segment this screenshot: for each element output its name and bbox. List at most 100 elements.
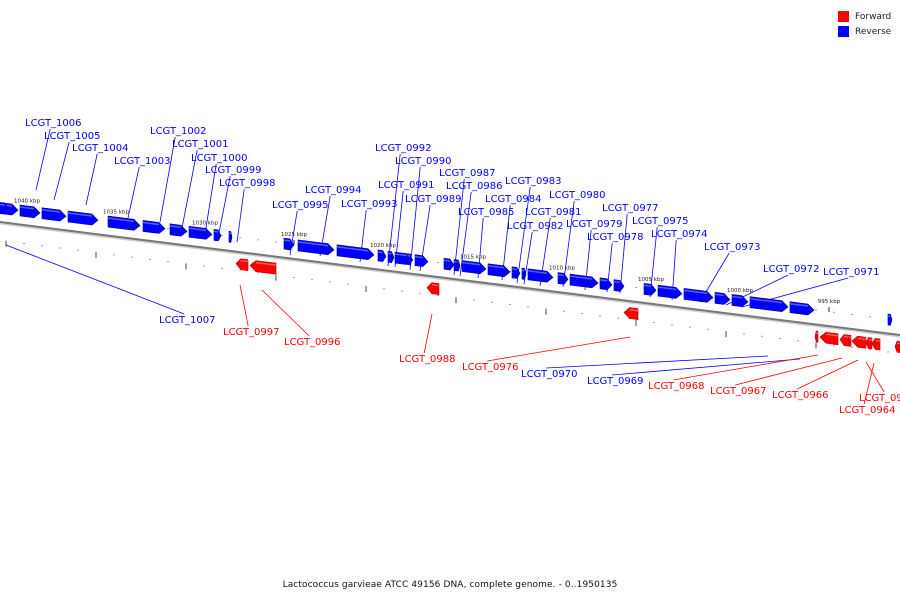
gene-arrow: [142, 220, 166, 234]
gene-arrow: [41, 207, 67, 222]
gene-arrow-fragment: [453, 259, 459, 272]
leader-line: [181, 149, 198, 229]
gene-label[interactable]: LCGT_0995: [272, 200, 329, 211]
gene-arrow: [249, 260, 277, 275]
gene-label[interactable]: LCGT_0996: [284, 337, 341, 348]
leader-line: [612, 358, 801, 376]
gene-label[interactable]: LCGT_0980: [549, 190, 606, 201]
gene-arrow-highlight: [569, 275, 593, 280]
gene-label[interactable]: LCGT_0965: [859, 393, 900, 404]
tick-label: 1000 kbp: [727, 288, 753, 294]
gene-arrow: [865, 337, 873, 350]
gene-arrow: [511, 266, 521, 279]
gene-label[interactable]: LCGT_0970: [521, 369, 578, 380]
gene-arrow-highlight: [789, 302, 809, 307]
legend: Forward Reverse: [838, 9, 891, 39]
gene-label[interactable]: LCGT_0994: [305, 185, 362, 196]
gene-arrow-highlight: [107, 217, 135, 223]
gene-label[interactable]: LCGT_0967: [710, 386, 767, 397]
gene-label[interactable]: LCGT_0966: [772, 390, 829, 401]
gene-label[interactable]: LCGT_1005: [44, 131, 101, 142]
gene-arrow-highlight: [377, 251, 383, 254]
tick-label: 1040 kbp: [14, 198, 40, 204]
gene-arrow-highlight: [213, 230, 219, 233]
gene-label[interactable]: LCGT_1001: [172, 139, 229, 150]
gene-label[interactable]: LCGT_0998: [219, 178, 276, 189]
gene-arrow-highlight: [657, 286, 677, 291]
leader-line: [53, 141, 70, 201]
tick-label: 1020 kbp: [370, 243, 396, 249]
gene-arrow-highlight: [443, 259, 451, 262]
gene-label[interactable]: LCGT_0969: [587, 376, 644, 387]
gene-arrow: [19, 204, 41, 219]
gene-label[interactable]: LCGT_1006: [25, 118, 82, 129]
gene-label[interactable]: LCGT_0990: [395, 156, 452, 167]
gene-arrow-highlight: [557, 273, 565, 277]
gene-arrow-fragment: [814, 330, 819, 343]
gene-labels: LCGT_1006LCGT_1005LCGT_1004LCGT_1003LCGT…: [25, 118, 900, 416]
gene-label[interactable]: LCGT_0986: [446, 181, 503, 192]
tick-label: 1015 kbp: [460, 254, 486, 260]
reverse-swatch: [838, 26, 849, 37]
gene-label[interactable]: LCGT_0964: [839, 405, 896, 416]
gene-label[interactable]: LCGT_0974: [651, 229, 708, 240]
gene-arrow-highlight: [283, 239, 291, 242]
gene-arrow: [871, 338, 881, 351]
gene-label[interactable]: LCGT_0993: [341, 199, 398, 210]
gene-label[interactable]: LCGT_0976: [462, 362, 519, 373]
legend-forward-label: Forward: [855, 11, 892, 22]
gene-arrow-highlight: [487, 265, 505, 269]
gene-label[interactable]: LCGT_0999: [205, 165, 262, 176]
gene-arrow-highlight: [599, 279, 608, 282]
gene-label[interactable]: LCGT_0979: [566, 219, 623, 230]
backbone-shadow: [0, 222, 900, 338]
gene-arrow: [527, 268, 554, 283]
gene-arrows: [0, 202, 900, 353]
gene-arrow-highlight: [683, 289, 708, 295]
gene-label[interactable]: LCGT_0989: [405, 194, 462, 205]
gene-arrow-highlight: [67, 212, 93, 217]
gene-label[interactable]: LCGT_0981: [525, 207, 582, 218]
gene-label[interactable]: LCGT_0983: [505, 176, 562, 187]
leader-line: [673, 354, 819, 381]
gene-label[interactable]: LCGT_0982: [507, 221, 564, 232]
gene-arrow: [107, 215, 141, 231]
gene-arrow: [235, 258, 249, 271]
gene-label[interactable]: LCGT_1000: [191, 153, 248, 164]
gene-label[interactable]: LCGT_0988: [399, 354, 456, 365]
gene-label[interactable]: LCGT_1007: [159, 315, 216, 326]
gene-arrow: [377, 249, 387, 262]
gene-label[interactable]: LCGT_1003: [114, 156, 171, 167]
gene-label[interactable]: LCGT_0978: [587, 232, 644, 243]
gene-label[interactable]: LCGT_0985: [458, 207, 515, 218]
gene-arrow-fragment: [0, 202, 9, 215]
backbone-line: [0, 221, 900, 337]
leader-line: [217, 175, 231, 239]
gene-label[interactable]: LCGT_0977: [602, 203, 659, 214]
leader-line: [261, 289, 310, 337]
gene-arrow: [819, 331, 839, 346]
gene-arrow: [426, 282, 440, 295]
leader-line: [423, 313, 433, 354]
gene-arrow: [336, 244, 375, 261]
gene-label[interactable]: LCGT_0997: [223, 327, 280, 338]
gene-label[interactable]: LCGT_0984: [485, 194, 542, 205]
gene-label[interactable]: LCGT_0975: [632, 216, 689, 227]
gene-arrow: [749, 296, 789, 313]
forward-swatch: [838, 11, 849, 22]
gene-label[interactable]: LCGT_1004: [72, 143, 129, 154]
gene-label[interactable]: LCGT_0968: [648, 381, 705, 392]
gene-label[interactable]: LCGT_0973: [704, 242, 761, 253]
gene-label[interactable]: LCGT_0971: [823, 267, 880, 278]
leader-line: [797, 359, 859, 390]
gene-arrow-highlight: [527, 270, 548, 274]
gene-arrow-highlight: [297, 241, 329, 247]
gene-arrow-highlight: [629, 308, 639, 312]
gene-label[interactable]: LCGT_1002: [150, 126, 207, 137]
gene-label[interactable]: LCGT_0991: [378, 180, 435, 191]
gene-label[interactable]: LCGT_0992: [375, 143, 432, 154]
gene-label[interactable]: LCGT_0987: [439, 168, 496, 179]
gene-label[interactable]: LCGT_0972: [763, 264, 820, 275]
gene-arrow: [714, 291, 731, 305]
gene-arrow: [683, 288, 714, 303]
